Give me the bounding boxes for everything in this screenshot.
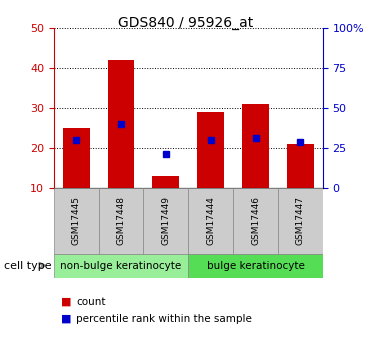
Bar	[287, 144, 314, 188]
Text: GSM17449: GSM17449	[161, 196, 170, 245]
Bar	[144, 188, 188, 254]
Bar	[233, 188, 278, 254]
Text: GSM17446: GSM17446	[251, 196, 260, 245]
Bar	[108, 60, 134, 188]
Text: ■: ■	[61, 297, 72, 307]
Text: count: count	[76, 297, 106, 307]
Bar	[188, 188, 233, 254]
Bar	[54, 254, 188, 278]
Text: non-bulge keratinocyte: non-bulge keratinocyte	[60, 261, 182, 270]
Text: GSM17444: GSM17444	[206, 196, 215, 245]
Bar	[278, 188, 323, 254]
Text: GSM17448: GSM17448	[116, 196, 125, 245]
Text: GSM17447: GSM17447	[296, 196, 305, 245]
Bar	[152, 176, 179, 188]
Text: percentile rank within the sample: percentile rank within the sample	[76, 314, 252, 324]
Text: ■: ■	[61, 314, 72, 324]
Bar	[54, 188, 99, 254]
Bar	[242, 104, 269, 188]
Bar	[188, 254, 323, 278]
Text: cell type: cell type	[4, 261, 51, 270]
Text: GSM17445: GSM17445	[72, 196, 81, 245]
Bar	[63, 128, 90, 188]
Bar	[197, 112, 224, 188]
Text: bulge keratinocyte: bulge keratinocyte	[207, 261, 305, 270]
Text: GDS840 / 95926_at: GDS840 / 95926_at	[118, 16, 253, 30]
Bar	[99, 188, 144, 254]
